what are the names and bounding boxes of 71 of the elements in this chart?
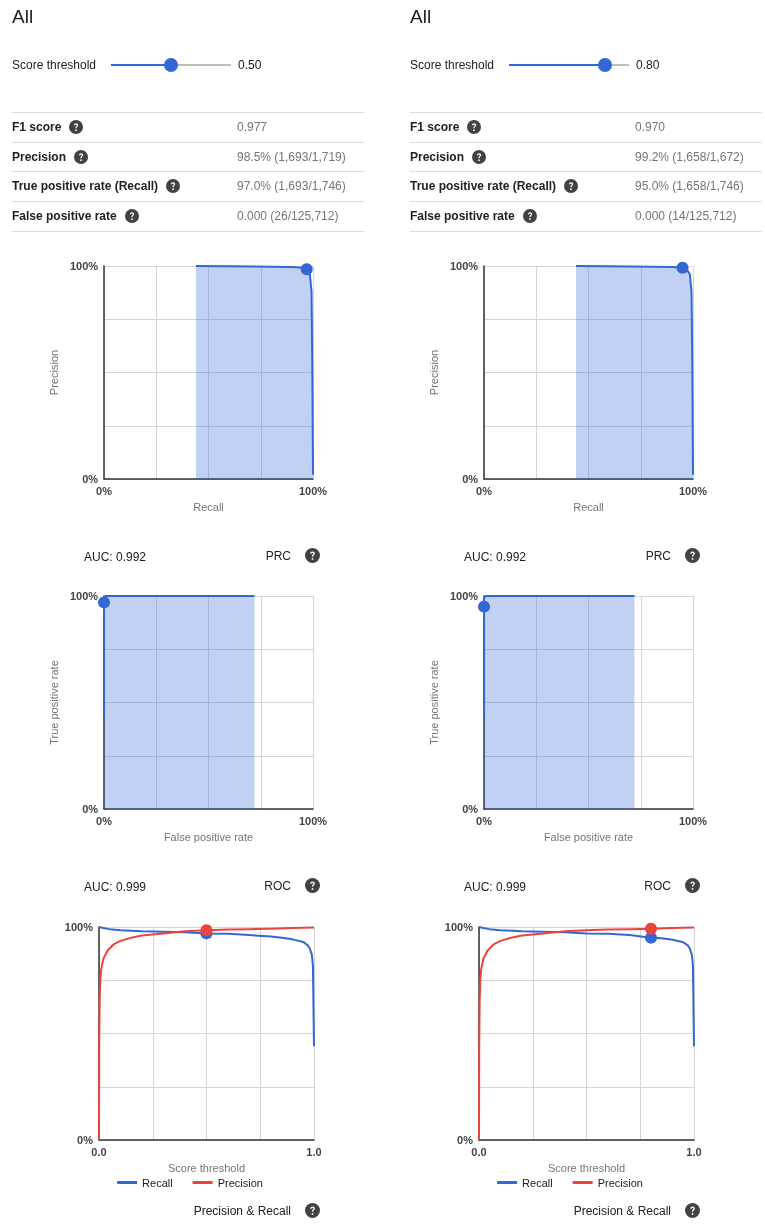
- y-axis-title: True positive rate: [47, 660, 60, 745]
- x-axis-title: Recall: [573, 500, 604, 513]
- y-tick-label: 100%: [69, 260, 99, 272]
- x-tick-label: 0.0: [91, 1145, 107, 1158]
- text: True positive rate (Recall): [12, 179, 159, 193]
- text: 95.0% (1,658/1,746): [635, 179, 744, 193]
- text: AUC: 0.992: [84, 550, 147, 564]
- text: All: [410, 6, 432, 28]
- text: F1 score: [410, 120, 460, 134]
- y-tick-label: 100%: [449, 590, 479, 602]
- text: PRC: [645, 548, 671, 563]
- y-tick-label: 0%: [82, 803, 99, 815]
- text: 0.000 (26/125,712): [237, 208, 339, 223]
- x-axis-title: Score threshold: [167, 1161, 246, 1174]
- text: 99.2% (1,658/1,672): [635, 149, 744, 164]
- text: ROC: [264, 878, 291, 893]
- text: F1 score: [12, 120, 62, 134]
- text: ROC: [644, 878, 671, 893]
- text: Score threshold: [12, 58, 97, 72]
- y-tick-label: 0%: [462, 473, 479, 485]
- x-tick-label: 100%: [678, 814, 708, 827]
- text: Precision: [12, 149, 67, 164]
- text: AUC: 0.999: [464, 880, 527, 894]
- text: 0.977: [237, 120, 268, 134]
- legend-label: Recall: [522, 1176, 553, 1189]
- y-tick-label: 0%: [457, 1134, 474, 1146]
- line-series: [98, 926, 315, 1141]
- y-tick-label: 0%: [462, 803, 479, 815]
- text: AUC: 0.992: [464, 550, 527, 564]
- x-tick-label: 0%: [96, 484, 113, 497]
- text: 98.5% (1,693/1,719): [237, 149, 346, 164]
- x-tick-label: 0%: [476, 814, 493, 827]
- x-axis-title: False positive rate: [163, 830, 254, 843]
- text: AUC: 0.999: [84, 880, 147, 894]
- text: Precision & Recall: [193, 1203, 291, 1218]
- y-tick-label: 0%: [82, 473, 99, 485]
- x-tick-label: 0.0: [471, 1145, 487, 1158]
- text: PRC: [265, 548, 291, 563]
- legend-label: Recall: [142, 1176, 173, 1189]
- y-tick-label: 100%: [64, 921, 94, 933]
- text: All: [12, 6, 34, 28]
- y-axis-title: Precision: [47, 349, 60, 396]
- text: Precision: [410, 149, 465, 164]
- x-tick-label: 0%: [476, 484, 493, 497]
- x-tick-label: 100%: [298, 484, 328, 497]
- y-tick-label: 100%: [444, 921, 474, 933]
- text: 0.970: [635, 120, 666, 134]
- text: False positive rate: [12, 208, 117, 223]
- x-tick-label: 1.0: [306, 1145, 322, 1158]
- y-tick-label: 0%: [77, 1134, 94, 1146]
- text: 0.000 (14/125,712): [635, 208, 737, 223]
- x-tick-label: 100%: [298, 814, 328, 827]
- text: False positive rate: [410, 208, 515, 223]
- text: 0.80: [636, 58, 660, 72]
- text: Precision & Recall: [573, 1203, 671, 1218]
- legend-label: Precision: [217, 1176, 263, 1189]
- y-tick-label: 100%: [449, 260, 479, 272]
- text: 0.50: [238, 58, 262, 72]
- x-tick-label: 0%: [96, 814, 113, 827]
- text: Score threshold: [410, 58, 495, 72]
- x-axis-title: Score threshold: [547, 1161, 626, 1174]
- x-tick-label: 100%: [678, 484, 708, 497]
- x-axis-title: False positive rate: [543, 830, 634, 843]
- x-axis-title: Recall: [193, 500, 224, 513]
- legend-label: Precision: [597, 1176, 643, 1189]
- y-axis-title: True positive rate: [427, 660, 440, 745]
- y-tick-label: 100%: [69, 590, 99, 602]
- text: True positive rate (Recall): [410, 179, 557, 193]
- text: 97.0% (1,693/1,746): [237, 179, 346, 193]
- x-tick-label: 1.0: [686, 1145, 702, 1158]
- y-axis-title: Precision: [427, 349, 440, 396]
